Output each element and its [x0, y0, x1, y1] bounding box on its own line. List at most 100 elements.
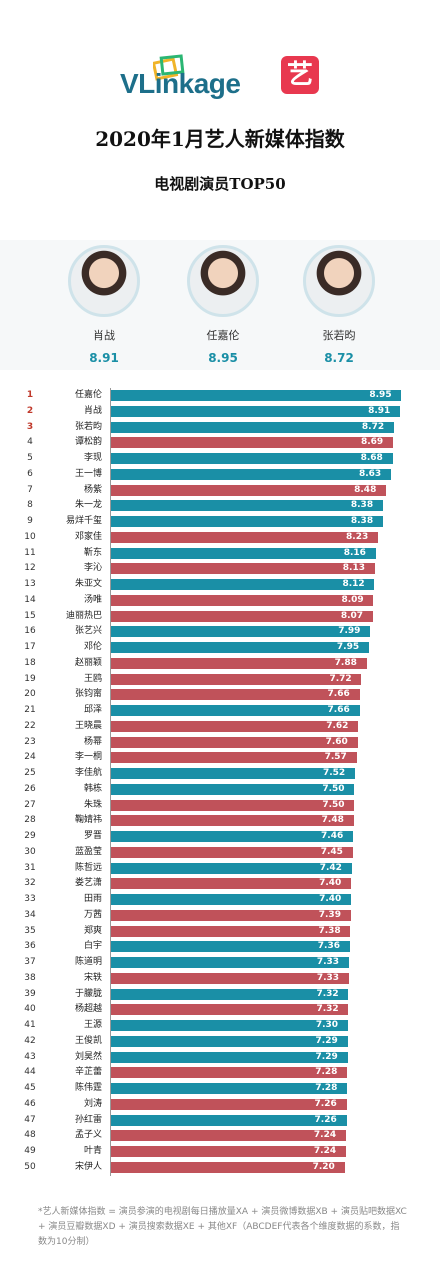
bar-row: 17 邓伦 7.95 [0, 640, 440, 655]
value-label: 7.28 [315, 1083, 338, 1093]
bar [111, 405, 401, 417]
value-label: 7.48 [321, 815, 344, 826]
rank-label: 25 [24, 768, 36, 778]
bar-row: 11 靳东 8.16 [0, 546, 440, 561]
bar [111, 657, 367, 669]
bar-row: 49 叶青 7.24 [0, 1144, 440, 1159]
rank-label: 38 [24, 972, 36, 983]
top3-panel: 肖战 8.91 任嘉伦 8.95 张若昀 8.72 [0, 240, 440, 370]
bar-row: 44 辛芷蕾 7.28 [0, 1065, 440, 1080]
category-label: 白宇 [83, 941, 102, 952]
bar [111, 516, 383, 527]
bar [111, 736, 358, 748]
bar [111, 831, 354, 842]
bar [111, 579, 375, 590]
bar [111, 815, 354, 827]
category-label: 赵丽颖 [74, 657, 102, 668]
rank-label: 5 [27, 453, 33, 463]
rank-label: 15 [24, 610, 36, 621]
bar-row: 33 田雨 7.40 [0, 892, 440, 907]
value-label: 8.91 [368, 405, 391, 416]
chart-axis [110, 388, 111, 1176]
value-label: 7.60 [325, 736, 348, 747]
category-label: 张艺兴 [74, 626, 102, 637]
bar-row: 29 罗晋 7.46 [0, 829, 440, 844]
rank-label: 32 [24, 878, 36, 889]
value-label: 8.07 [340, 610, 364, 621]
rank-label: 30 [24, 846, 36, 857]
bar [111, 894, 352, 905]
rank-label: 40 [24, 1004, 36, 1015]
bar [111, 988, 349, 1000]
rank-label: 12 [24, 563, 36, 574]
value-label: 8.13 [342, 563, 365, 574]
category-label: 李佳航 [74, 768, 102, 778]
bar [111, 846, 353, 858]
value-label: 7.42 [319, 862, 342, 873]
page-subtitle: 电视剧演员TOP50 [154, 175, 286, 193]
top3-card: 张若昀 8.72 [279, 245, 399, 365]
rank-label: 26 [24, 783, 36, 794]
bar-row: 26 韩栋 7.50 [0, 782, 440, 797]
rank-label: 3 [26, 421, 34, 432]
rank-label: 9 [27, 516, 33, 526]
bar-row: 46 刘涛 7.26 [0, 1097, 440, 1112]
bar [111, 390, 402, 401]
rank-label: 18 [24, 657, 36, 668]
bar-row: 24 李一桐 7.57 [0, 750, 440, 765]
value-label: 7.88 [334, 657, 357, 668]
rank-label: 39 [24, 988, 36, 999]
bar-row: 22 王晓晨 7.62 [0, 719, 440, 734]
value-label: 7.28 [315, 1067, 338, 1078]
top3-card: 任嘉伦 8.95 [163, 245, 283, 365]
category-label: 李一桐 [74, 752, 102, 763]
bar-row: 43 刘昊然 7.29 [0, 1050, 440, 1065]
rank-label: 11 [24, 547, 36, 558]
rank-label: 23 [24, 736, 36, 747]
top3-score: 8.95 [208, 351, 238, 365]
bar [111, 783, 355, 795]
bar [111, 705, 360, 716]
logo-frames-icon [153, 54, 185, 81]
bar-row: 10 邓家佳 8.23 [0, 530, 440, 545]
rank-label: 22 [24, 720, 36, 731]
category-label: 陈哲远 [74, 862, 102, 873]
bar-row: 31 陈哲远 7.42 [0, 861, 440, 876]
category-label: 于朦胧 [74, 988, 102, 999]
bar [111, 547, 376, 559]
bar-row: 15 迪丽热巴 8.07 [0, 609, 440, 624]
category-label: 任嘉伦 [74, 390, 102, 400]
category-label: 谭松韵 [74, 437, 102, 448]
rank-label: 49 [24, 1146, 36, 1156]
rank-label: 2 [26, 405, 34, 416]
value-label: 8.63 [358, 468, 382, 479]
footnote: *艺人新媒体指数 = 演员参演的电视剧每日播放量XA + 演员微博数据XB + … [38, 1207, 407, 1247]
category-label: 田雨 [83, 894, 102, 904]
rank-label: 14 [24, 594, 36, 605]
category-label: 杨超越 [74, 1004, 102, 1015]
value-label: 7.33 [316, 957, 340, 967]
rank-label: 7 [27, 484, 33, 495]
value-label: 8.38 [350, 500, 374, 511]
top3-name: 张若昀 [322, 329, 356, 342]
rank-label: 47 [24, 1114, 36, 1125]
value-label: 8.12 [342, 579, 365, 589]
value-label: 7.99 [338, 626, 361, 637]
category-label: 陈道明 [74, 957, 102, 967]
bar [111, 642, 369, 653]
category-label: 叶青 [83, 1146, 102, 1156]
avatar [303, 245, 375, 317]
category-label: 孙红雷 [74, 1114, 102, 1125]
value-label: 7.26 [314, 1098, 337, 1109]
rank-label: 36 [24, 941, 36, 952]
bar-row: 38 宋轶 7.33 [0, 971, 440, 986]
avatar [187, 245, 259, 317]
bar-row: 25 李佳航 7.52 [0, 766, 440, 781]
rank-label: 48 [24, 1130, 36, 1141]
value-label: 8.72 [361, 421, 385, 432]
rank-label: 13 [24, 579, 36, 589]
brand-logo: VLinkage 艺 [0, 50, 440, 102]
bar-row: 1 任嘉伦 8.95 [0, 388, 440, 403]
bar-row: 21 邱泽 7.66 [0, 703, 440, 718]
category-label: 朱亚文 [74, 579, 102, 589]
